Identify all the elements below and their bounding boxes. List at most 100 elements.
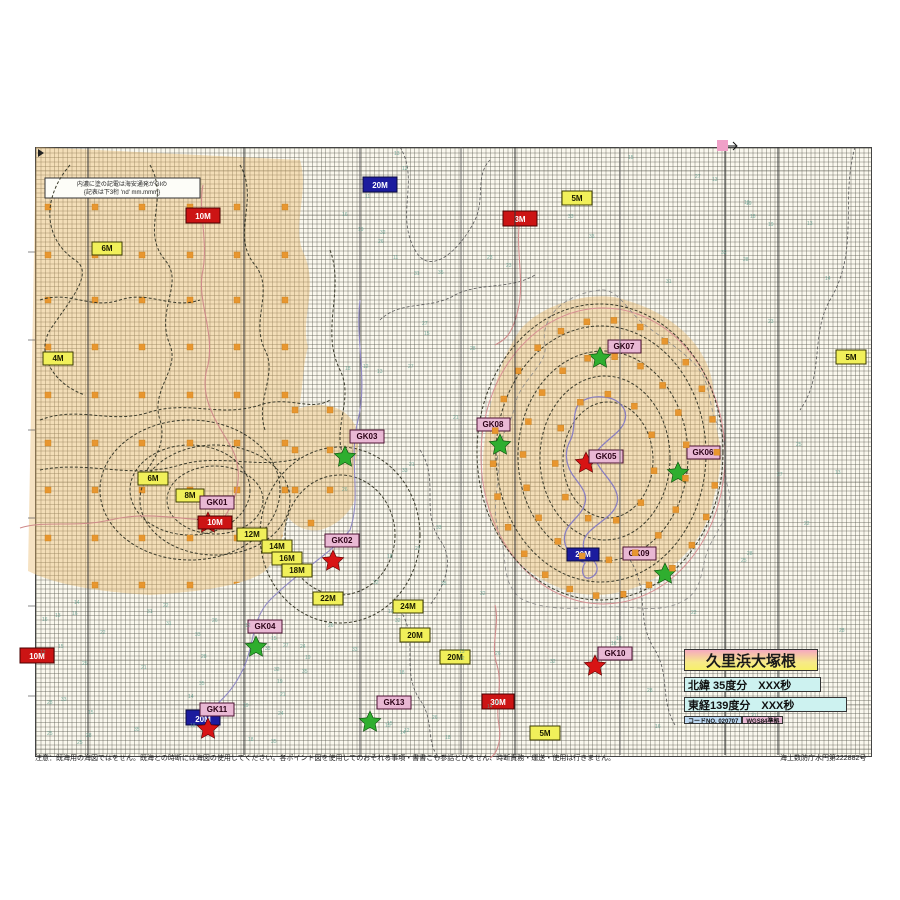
svg-text:18: 18	[345, 366, 351, 372]
svg-text:28: 28	[86, 733, 92, 739]
svg-text:25: 25	[77, 740, 83, 746]
svg-text:23: 23	[487, 255, 493, 261]
svg-text:20M: 20M	[407, 631, 423, 640]
svg-text:22: 22	[100, 630, 106, 636]
svg-text:24: 24	[300, 644, 306, 650]
svg-text:18: 18	[190, 723, 196, 729]
svg-text:23: 23	[506, 263, 512, 269]
svg-text:GK09: GK09	[629, 549, 650, 558]
svg-text:19: 19	[243, 703, 249, 709]
svg-text:27: 27	[283, 643, 289, 649]
svg-text:22M: 22M	[320, 594, 336, 603]
svg-text:10M: 10M	[195, 212, 211, 221]
svg-text:35: 35	[271, 739, 277, 745]
svg-text:25: 25	[47, 731, 53, 737]
svg-text:14: 14	[188, 694, 194, 700]
svg-text:14: 14	[74, 600, 80, 606]
svg-text:15: 15	[271, 636, 277, 642]
svg-text:33: 33	[568, 214, 574, 220]
svg-text:15: 15	[88, 710, 94, 716]
svg-text:23: 23	[768, 319, 774, 325]
svg-text:35: 35	[199, 681, 205, 687]
svg-text:28: 28	[647, 688, 653, 694]
svg-text:GK10: GK10	[605, 649, 626, 658]
svg-text:21: 21	[141, 665, 147, 671]
svg-text:GK07: GK07	[614, 342, 635, 351]
svg-text:22: 22	[163, 603, 169, 609]
svg-text:25: 25	[741, 558, 747, 564]
svg-text:16: 16	[611, 641, 617, 647]
svg-text:GK05: GK05	[596, 452, 617, 461]
svg-text:31: 31	[166, 621, 172, 627]
svg-text:27: 27	[695, 174, 701, 180]
svg-text:32: 32	[274, 667, 280, 673]
svg-text:18: 18	[399, 670, 405, 676]
svg-text:26: 26	[212, 618, 218, 624]
svg-text:GK06: GK06	[693, 448, 714, 457]
svg-text:35: 35	[265, 646, 271, 652]
svg-text:32: 32	[550, 659, 556, 665]
svg-text:6M: 6M	[147, 474, 158, 483]
svg-text:25: 25	[796, 442, 802, 448]
svg-text:26: 26	[432, 715, 438, 721]
svg-text:11: 11	[365, 194, 370, 200]
svg-text:22: 22	[691, 610, 697, 616]
svg-text:16: 16	[42, 617, 48, 623]
svg-text:18: 18	[248, 737, 254, 743]
svg-text:内濃に塗の記電は海安通発がGIの: 内濃に塗の記電は海安通発がGIの	[77, 180, 167, 188]
svg-text:12: 12	[245, 623, 251, 629]
svg-text:33: 33	[402, 468, 408, 474]
svg-text:24: 24	[278, 711, 284, 717]
svg-text:12: 12	[40, 650, 46, 656]
svg-text:31: 31	[666, 279, 672, 285]
svg-text:10M: 10M	[207, 518, 223, 527]
svg-text:26: 26	[328, 623, 334, 629]
svg-text:21: 21	[409, 462, 415, 468]
svg-text:8M: 8M	[184, 491, 195, 500]
svg-text:13: 13	[835, 470, 841, 476]
svg-text:13: 13	[807, 221, 813, 227]
svg-text:32: 32	[380, 230, 386, 236]
svg-text:15: 15	[424, 331, 430, 337]
svg-text:13: 13	[616, 636, 622, 642]
svg-text:12: 12	[402, 166, 408, 172]
svg-text:33: 33	[61, 697, 67, 703]
svg-text:33: 33	[589, 234, 595, 240]
svg-text:19: 19	[768, 222, 774, 228]
svg-text:33: 33	[195, 632, 201, 638]
svg-text:16: 16	[342, 212, 348, 218]
svg-text:4M: 4M	[52, 354, 63, 363]
svg-text:19: 19	[746, 201, 752, 207]
svg-text:12: 12	[404, 728, 410, 734]
svg-text:15: 15	[385, 723, 391, 729]
svg-text:31: 31	[414, 271, 420, 277]
svg-text:{記表は下3桁 'nd' mm.mmm}: {記表は下3桁 'nd' mm.mmm}	[84, 188, 160, 196]
svg-text:13: 13	[55, 613, 61, 619]
svg-text:27: 27	[408, 364, 414, 370]
svg-text:27: 27	[777, 472, 783, 478]
svg-text:28: 28	[470, 346, 476, 352]
svg-text:27: 27	[422, 321, 428, 327]
svg-text:32: 32	[721, 250, 727, 256]
svg-text:28: 28	[747, 551, 753, 557]
svg-text:15: 15	[58, 644, 64, 650]
svg-text:21: 21	[453, 415, 459, 421]
svg-text:GK13: GK13	[384, 698, 405, 707]
svg-text:13: 13	[377, 369, 383, 375]
svg-text:35: 35	[438, 270, 444, 276]
svg-text:GK03: GK03	[357, 432, 378, 441]
svg-text:35: 35	[134, 727, 140, 733]
svg-text:22: 22	[804, 521, 810, 527]
svg-text:5M: 5M	[539, 729, 550, 738]
svg-text:14: 14	[487, 704, 493, 710]
svg-text:32: 32	[395, 618, 401, 624]
svg-text:GK01: GK01	[207, 498, 228, 507]
svg-text:13: 13	[459, 649, 465, 655]
svg-text:19: 19	[305, 655, 311, 661]
svg-text:32: 32	[373, 580, 379, 586]
svg-text:18: 18	[445, 735, 451, 741]
svg-text:18: 18	[750, 214, 756, 220]
svg-text:33: 33	[352, 647, 358, 653]
svg-text:14: 14	[494, 700, 500, 706]
svg-text:26: 26	[495, 651, 501, 657]
